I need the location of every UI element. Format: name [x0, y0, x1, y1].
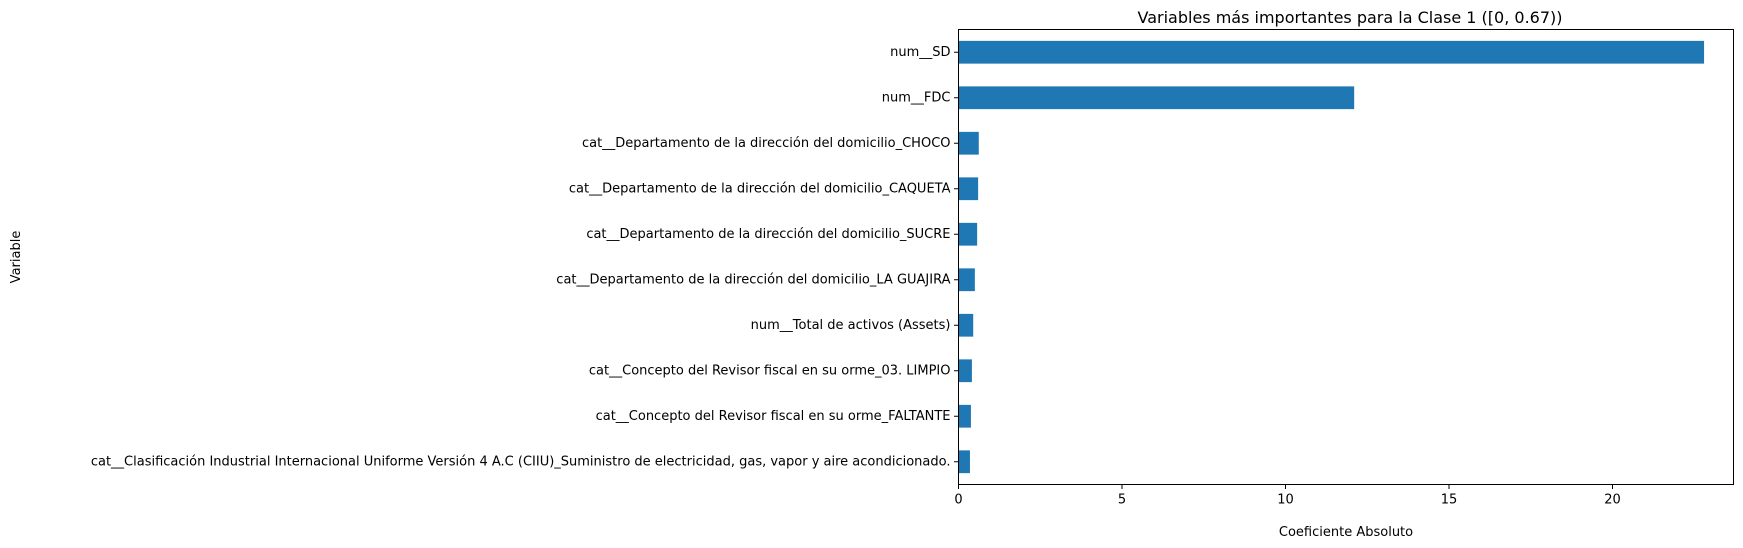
- bar-7: [958, 359, 972, 383]
- bars-group: [958, 40, 1705, 474]
- y-tick-label-7: cat__Concepto del Revisor fiscal en su o…: [589, 363, 951, 378]
- y-tick-label-8: cat__Concepto del Revisor fiscal en su o…: [596, 409, 951, 424]
- y-tick-label-9: cat__Clasificación Industrial Internacio…: [91, 454, 951, 469]
- bar-6: [958, 313, 974, 337]
- chart-title: Variables más importantes para la Clase …: [1138, 8, 1563, 27]
- x-tick-label-1: 5: [1118, 493, 1126, 508]
- x-tick-label-2: 10: [1277, 493, 1294, 508]
- y-tick-label-5: cat__Departamento de la dirección del do…: [556, 272, 950, 287]
- y-tick-label-2: cat__Departamento de la dirección del do…: [582, 136, 950, 151]
- bar-0: [958, 40, 1705, 64]
- y-tick-label-6: num__Total de activos (Assets): [751, 318, 951, 333]
- bar-4: [958, 222, 978, 246]
- bar-8: [958, 404, 971, 428]
- y-tick-label-1: num__FDC: [882, 90, 951, 105]
- x-tick-label-4: 20: [1604, 493, 1621, 508]
- x-tick-label-0: 0: [954, 493, 962, 508]
- bar-5: [958, 268, 975, 292]
- bar-2: [958, 131, 979, 155]
- y-tick-label-4: cat__Departamento de la dirección del do…: [586, 227, 950, 242]
- bar-3: [958, 177, 979, 201]
- bar-9: [958, 450, 970, 474]
- y-tick-label-0: num__SD: [890, 45, 950, 60]
- x-ticks: 0 5 10 15 20: [954, 484, 1621, 508]
- x-axis-label: Coeficiente Absoluto: [1279, 525, 1413, 540]
- y-axis-label: Variable: [9, 231, 24, 284]
- y-tick-labels: num__SD num__FDC cat__Departamento de la d…: [91, 45, 959, 469]
- y-tick-label-3: cat__Departamento de la dirección del do…: [569, 181, 951, 196]
- x-tick-label-3: 15: [1441, 493, 1458, 508]
- bar-1: [958, 86, 1355, 110]
- plot-frame: [958, 29, 1734, 485]
